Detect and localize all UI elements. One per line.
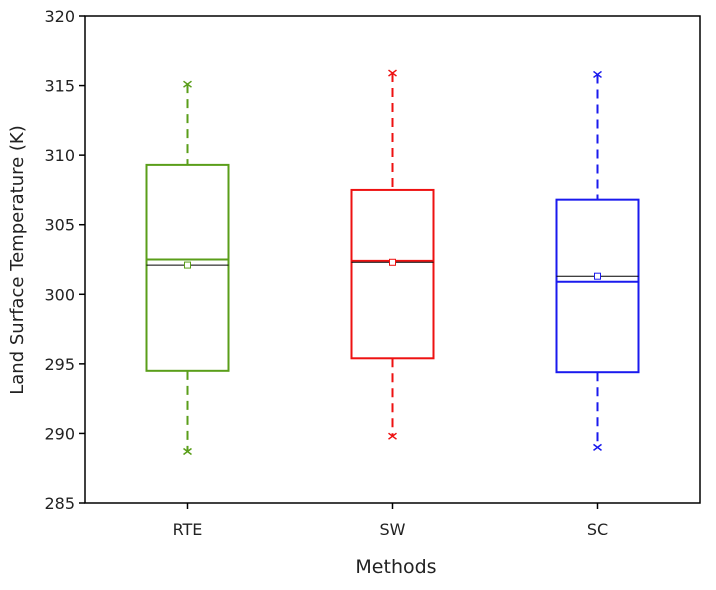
y-tick-label: 300 [44, 285, 75, 304]
iqr-box [145, 163, 230, 372]
x-tick-label: SW [380, 520, 406, 539]
box-sw [350, 69, 435, 440]
mean-marker [184, 261, 191, 269]
iqr-box [555, 198, 640, 374]
iqr-box [350, 188, 435, 360]
y-tick-label: 290 [44, 424, 75, 443]
y-tick-label: 305 [44, 216, 75, 235]
y-axis-label: Land Surface Temperature (K) [7, 125, 28, 395]
x-tick-label: SC [587, 520, 608, 539]
mean-marker [594, 272, 601, 280]
y-tick-label: 295 [44, 355, 75, 374]
min-marker [183, 447, 192, 456]
min-marker [388, 432, 397, 440]
y-tick-label: 315 [44, 77, 75, 96]
x-axis-label: Methods [355, 556, 436, 578]
max-marker [183, 80, 192, 88]
y-tick-label: 285 [44, 494, 75, 513]
x-tick-label: RTE [173, 520, 203, 539]
min-marker [593, 443, 602, 451]
box-rte [145, 80, 230, 456]
y-tick-label: 320 [44, 7, 75, 26]
max-marker [388, 69, 397, 77]
max-marker [593, 70, 602, 79]
mean-marker [389, 258, 396, 266]
box-sc [555, 70, 640, 451]
y-tick-label: 310 [44, 146, 75, 165]
